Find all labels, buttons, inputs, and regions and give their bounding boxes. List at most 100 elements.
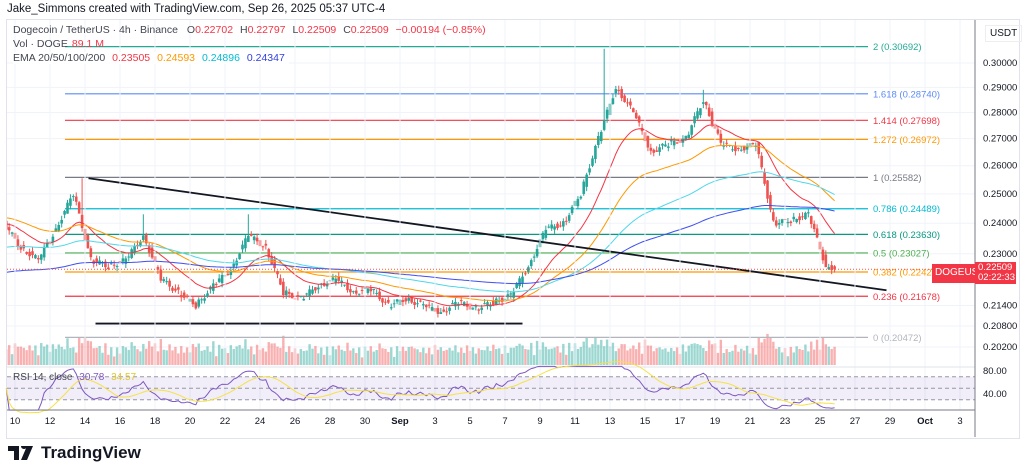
volume-bar (477, 348, 480, 365)
candle-body (442, 309, 446, 312)
volume-bar (40, 343, 43, 365)
volume-bar (270, 343, 273, 365)
candle-body (217, 278, 221, 282)
bar-countdown: 02:22:33 (978, 272, 1015, 283)
candle-body (279, 278, 282, 285)
fib-level-label: 0.786 (0.24489) (873, 204, 940, 215)
volume-bar (395, 346, 399, 365)
time-tick-label: 24 (255, 416, 266, 427)
volume-bar (285, 351, 288, 365)
candle-body (317, 287, 320, 290)
candle-body (346, 282, 349, 291)
symbol-legend[interactable]: Dogecoin / TetherUS · 4h · Binance O0.22… (13, 24, 490, 36)
volume-bar (355, 353, 358, 365)
candle-body (430, 307, 434, 311)
volume-bar (675, 347, 679, 365)
candle-body (661, 143, 664, 146)
change-value: −0.00194 (−0.85%) (395, 24, 486, 36)
volume-bar (165, 350, 168, 365)
price-tick-label: 0.27000 (983, 134, 1017, 145)
candle-body (492, 300, 495, 306)
tradingview-logo[interactable]: TradingView (8, 443, 141, 463)
volume-bar (352, 348, 355, 365)
price-tick-label: 0.21400 (983, 301, 1017, 312)
candle-body (547, 226, 551, 228)
volume-bar (360, 357, 364, 365)
candle-body (174, 288, 177, 291)
volume-bar (451, 350, 454, 365)
volume-bar (707, 340, 711, 365)
candle-body (739, 149, 743, 151)
chart-frame (6, 19, 1020, 439)
volume-bar (486, 346, 489, 365)
candle-body (465, 303, 469, 307)
fib-level-label: 1.414 (0.27698) (873, 116, 940, 127)
candle-body (719, 133, 723, 143)
volume-bar (197, 343, 200, 365)
candle-body (381, 298, 384, 303)
volume-bar (369, 346, 373, 365)
volume-bar (462, 352, 466, 365)
candle-body (74, 196, 78, 202)
fib-level-label: 0 (0.20472) (873, 333, 922, 344)
candle-body (564, 220, 568, 222)
ema-100-line (7, 171, 835, 293)
candle-body (352, 291, 355, 293)
volume-bar (530, 342, 533, 365)
candle-body (109, 263, 113, 265)
candle-body (582, 181, 586, 194)
fib-level-label: 1.618 (0.28740) (873, 89, 940, 100)
candle-body (576, 198, 580, 207)
volume-bar (212, 341, 215, 365)
time-tick-label: 13 (605, 416, 616, 427)
volume-bar (343, 351, 346, 365)
volume-bar (416, 349, 419, 365)
candle-body (372, 288, 376, 291)
candle-body (203, 298, 206, 301)
candle-body (77, 202, 81, 214)
volume-bar (422, 347, 425, 365)
candle-body (384, 301, 387, 303)
volume-bar (460, 347, 463, 365)
volume-bar (483, 350, 486, 365)
candle-body (378, 291, 381, 300)
open-value: 0.22702 (195, 24, 234, 36)
candle-body (404, 298, 408, 302)
ema-legend[interactable]: EMA 20/50/100/200 0.23505 0.24593 0.2489… (13, 52, 289, 64)
volume-bar (567, 342, 571, 365)
volume-bar (136, 349, 139, 365)
rsi-legend[interactable]: RSI 14, close 30.78 34.57 (13, 372, 140, 383)
candle-body (37, 258, 40, 260)
candle-body (486, 302, 489, 307)
volume-bar (702, 347, 705, 365)
volume-bar (133, 345, 136, 365)
volume-bar (474, 353, 478, 365)
candle-body (710, 111, 714, 125)
candle-body (57, 224, 61, 232)
candle-body (658, 147, 661, 152)
volume-bar (226, 353, 230, 365)
volume-legend[interactable]: Vol · DOGE 89.1 M (13, 38, 108, 50)
volume-bar (232, 349, 235, 365)
candle-body (579, 196, 583, 199)
candle-body (60, 219, 63, 224)
volume-bar (777, 347, 781, 365)
candle-body (804, 212, 807, 220)
time-tick-label: 18 (150, 416, 161, 427)
volume-bar (632, 345, 635, 365)
volume-bar (635, 349, 638, 365)
close-value: 0.22509 (350, 24, 389, 36)
rsi-ma-line (5, 360, 835, 414)
volume-bar (527, 349, 530, 365)
candle-body (375, 292, 378, 294)
candle-body (168, 280, 171, 287)
candle-body (416, 303, 419, 305)
currency-label[interactable]: USDT (985, 25, 1023, 42)
candle-body (16, 239, 20, 246)
volume-bar (98, 346, 101, 365)
volume-bar (815, 339, 819, 365)
candle-body (751, 143, 755, 145)
candle-body (690, 125, 693, 135)
volume-bar (795, 346, 798, 365)
